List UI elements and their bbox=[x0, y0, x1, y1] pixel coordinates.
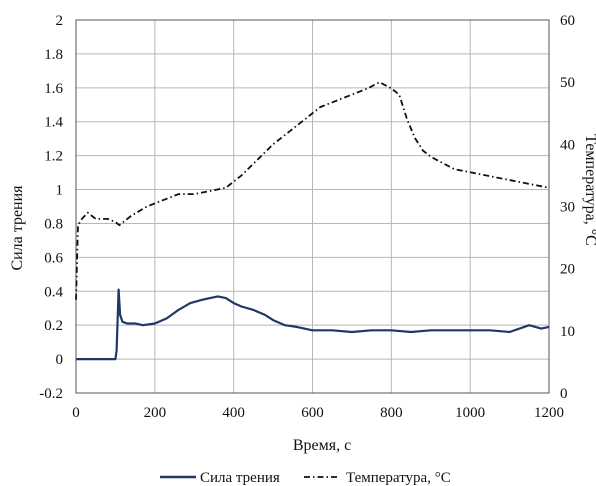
y-tick-label: -0.2 bbox=[39, 386, 63, 402]
legend: Сила трения Температура, °С bbox=[160, 470, 451, 486]
y-tick-label: 0.8 bbox=[44, 216, 63, 232]
y2-tick-label: 30 bbox=[560, 200, 575, 216]
y2-tick-label: 40 bbox=[560, 137, 575, 153]
x-tick-label: 1200 bbox=[534, 405, 564, 421]
y-tick-label: 0.2 bbox=[44, 318, 63, 334]
y2-tick-label: 0 bbox=[560, 386, 568, 402]
series-line-temperature bbox=[75, 81, 550, 300]
y-tick-label: 1 bbox=[56, 183, 64, 199]
legend-label-temperature: Температура, °С bbox=[346, 470, 451, 486]
y2-axis-title: Температура, °С bbox=[582, 134, 596, 246]
bottom-axis-ticks: 0 200 400 600 800 1000 1200 bbox=[72, 405, 564, 421]
y-tick-label: 1.4 bbox=[44, 115, 63, 131]
left-axis-ticks: -0.2 0 0.2 0.4 0.6 0.8 1 1.2 1.4 1.6 1.8 2 bbox=[39, 13, 63, 402]
y2-tick-label: 60 bbox=[560, 13, 575, 29]
plot-frame bbox=[75, 19, 550, 394]
y-tick-label: 0.6 bbox=[44, 250, 63, 266]
x-tick-label: 200 bbox=[144, 405, 167, 421]
y-tick-label: 1.6 bbox=[44, 81, 63, 97]
x-tick-label: 600 bbox=[301, 405, 324, 421]
y-axis-title: Сила трения bbox=[9, 185, 26, 271]
y-tick-label: 0 bbox=[56, 352, 64, 368]
y2-tick-label: 20 bbox=[560, 262, 575, 278]
right-axis-ticks: 0 10 20 30 40 50 60 bbox=[560, 13, 575, 402]
y-tick-label: 2 bbox=[56, 13, 64, 29]
series-line-friction bbox=[76, 288, 550, 361]
x-tick-label: 400 bbox=[222, 405, 245, 421]
y-tick-label: 1.2 bbox=[44, 149, 63, 165]
x-tick-label: 1000 bbox=[455, 405, 485, 421]
x-tick-label: 800 bbox=[380, 405, 403, 421]
y-tick-label: 1.8 bbox=[44, 47, 63, 63]
y2-tick-label: 50 bbox=[560, 75, 575, 91]
y-tick-label: 0.4 bbox=[44, 284, 63, 300]
legend-label-friction: Сила трения bbox=[200, 470, 280, 486]
y2-tick-label: 10 bbox=[560, 324, 575, 340]
series-layer bbox=[75, 81, 550, 361]
x-tick-label: 0 bbox=[72, 405, 80, 421]
x-axis-title: Время, с bbox=[293, 437, 351, 454]
